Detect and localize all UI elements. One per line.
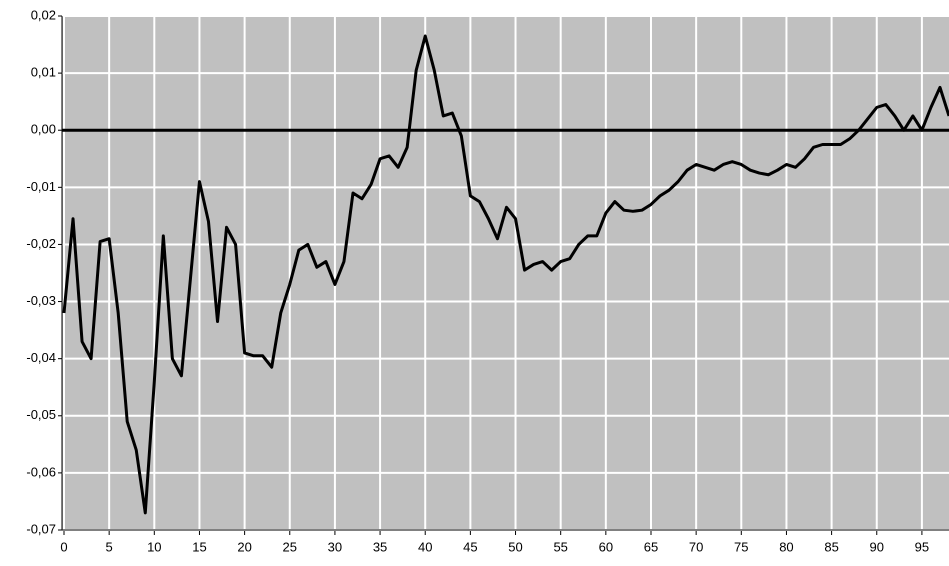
y-tick-label: -0,06: [26, 464, 56, 479]
x-tick-label: 85: [824, 539, 838, 554]
x-tick-label: 70: [689, 539, 703, 554]
y-tick-label: -0,07: [26, 521, 56, 536]
x-tick-label: 10: [147, 539, 161, 554]
y-tick-label: -0,02: [26, 236, 56, 251]
y-tick-label: 0,00: [31, 122, 56, 137]
x-tick-label: 15: [192, 539, 206, 554]
x-tick-label: 90: [870, 539, 884, 554]
y-tick-label: 0,02: [31, 7, 56, 22]
x-tick-label: 0: [60, 539, 67, 554]
y-tick-label: -0,01: [26, 179, 56, 194]
y-tick-label: -0,05: [26, 407, 56, 422]
x-tick-label: 40: [418, 539, 432, 554]
x-tick-label: 75: [734, 539, 748, 554]
y-tick-label: -0,03: [26, 293, 56, 308]
x-tick-label: 5: [106, 539, 113, 554]
x-tick-label: 30: [328, 539, 342, 554]
x-tick-label: 35: [373, 539, 387, 554]
x-tick-label: 60: [599, 539, 613, 554]
x-tick-label: 45: [463, 539, 477, 554]
x-tick-label: 25: [283, 539, 297, 554]
y-tick-label: -0,04: [26, 350, 56, 365]
plot-area: [62, 16, 949, 530]
x-tick-label: 95: [915, 539, 929, 554]
x-tick-label: 50: [508, 539, 522, 554]
x-tick-label: 20: [237, 539, 251, 554]
x-tick-label: 55: [553, 539, 567, 554]
x-tick-label: 80: [779, 539, 793, 554]
y-tick-label: 0,01: [31, 65, 56, 80]
x-tick-label: 65: [644, 539, 658, 554]
data-line: [62, 34, 949, 515]
